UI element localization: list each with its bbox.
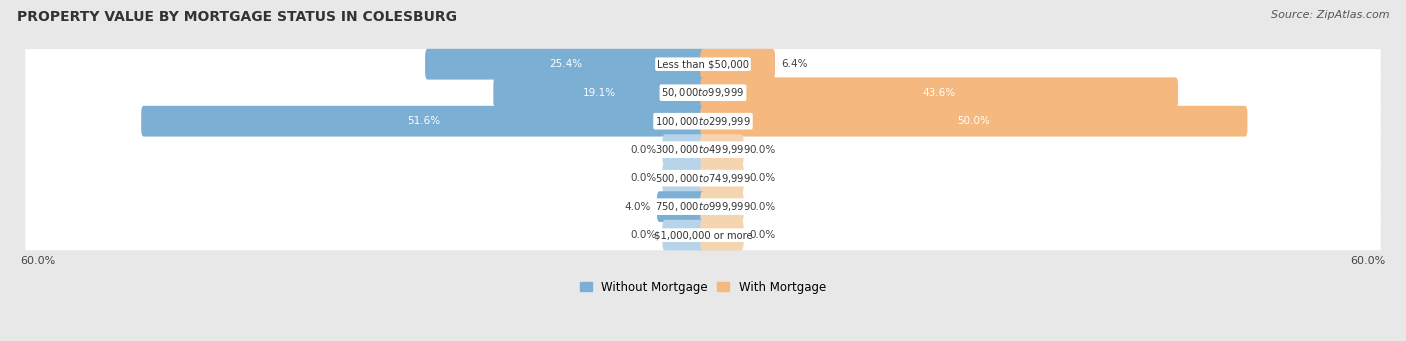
Text: 60.0%: 60.0% xyxy=(21,256,56,266)
Text: 25.4%: 25.4% xyxy=(548,59,582,69)
Text: PROPERTY VALUE BY MORTGAGE STATUS IN COLESBURG: PROPERTY VALUE BY MORTGAGE STATUS IN COL… xyxy=(17,10,457,24)
FancyBboxPatch shape xyxy=(141,106,706,137)
FancyBboxPatch shape xyxy=(662,220,706,251)
Legend: Without Mortgage, With Mortgage: Without Mortgage, With Mortgage xyxy=(581,281,825,294)
FancyBboxPatch shape xyxy=(25,49,1381,79)
Text: Less than $50,000: Less than $50,000 xyxy=(657,59,749,69)
FancyBboxPatch shape xyxy=(25,163,1381,193)
Text: 19.1%: 19.1% xyxy=(583,88,616,98)
Text: 43.6%: 43.6% xyxy=(922,88,956,98)
FancyBboxPatch shape xyxy=(657,191,706,222)
Text: 60.0%: 60.0% xyxy=(1350,256,1385,266)
Text: $750,000 to $999,999: $750,000 to $999,999 xyxy=(655,200,751,213)
FancyBboxPatch shape xyxy=(700,191,744,222)
Text: $300,000 to $499,999: $300,000 to $499,999 xyxy=(655,143,751,156)
FancyBboxPatch shape xyxy=(700,77,1178,108)
Text: 50.0%: 50.0% xyxy=(957,116,990,126)
Text: 0.0%: 0.0% xyxy=(749,145,776,155)
Text: 6.4%: 6.4% xyxy=(780,59,807,69)
FancyBboxPatch shape xyxy=(25,78,1381,108)
FancyBboxPatch shape xyxy=(662,134,706,165)
FancyBboxPatch shape xyxy=(494,77,706,108)
Text: 4.0%: 4.0% xyxy=(624,202,651,212)
Text: 0.0%: 0.0% xyxy=(749,202,776,212)
FancyBboxPatch shape xyxy=(700,220,744,251)
Text: $1,000,000 or more: $1,000,000 or more xyxy=(654,230,752,240)
FancyBboxPatch shape xyxy=(700,134,744,165)
Text: $50,000 to $99,999: $50,000 to $99,999 xyxy=(661,86,745,99)
Text: $100,000 to $299,999: $100,000 to $299,999 xyxy=(655,115,751,128)
Text: 0.0%: 0.0% xyxy=(749,230,776,240)
FancyBboxPatch shape xyxy=(700,106,1247,137)
Text: 0.0%: 0.0% xyxy=(749,173,776,183)
FancyBboxPatch shape xyxy=(25,106,1381,136)
Text: 51.6%: 51.6% xyxy=(406,116,440,126)
Text: 0.0%: 0.0% xyxy=(630,230,657,240)
FancyBboxPatch shape xyxy=(700,163,744,194)
FancyBboxPatch shape xyxy=(425,49,706,79)
FancyBboxPatch shape xyxy=(25,192,1381,222)
Text: Source: ZipAtlas.com: Source: ZipAtlas.com xyxy=(1271,10,1389,20)
FancyBboxPatch shape xyxy=(25,135,1381,165)
Text: $500,000 to $749,999: $500,000 to $749,999 xyxy=(655,172,751,185)
Text: 0.0%: 0.0% xyxy=(630,173,657,183)
FancyBboxPatch shape xyxy=(662,163,706,194)
FancyBboxPatch shape xyxy=(25,220,1381,250)
Text: 0.0%: 0.0% xyxy=(630,145,657,155)
FancyBboxPatch shape xyxy=(700,49,775,79)
